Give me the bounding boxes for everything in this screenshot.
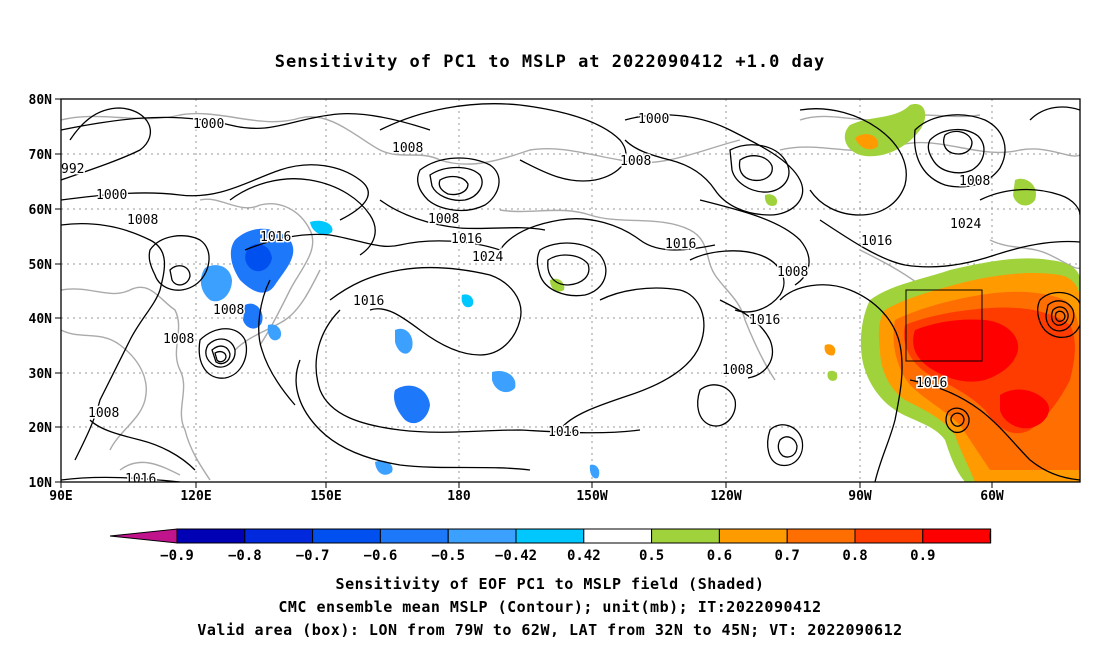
colorbar-swatch [718, 528, 788, 544]
mslp-contours [61, 103, 1080, 482]
caption-line-3: Valid area (box): LON from 79W to 62W, L… [197, 621, 903, 639]
contour-label: 1016 [749, 313, 780, 328]
positive-shading [550, 104, 1080, 482]
colorbar-label: 0.5 [639, 548, 664, 564]
contour-label: 992 [61, 162, 84, 177]
contour-label: 1008 [163, 332, 194, 347]
contour-label: 1016 [451, 232, 482, 247]
contour-label: 1008 [127, 213, 158, 228]
colorbar-swatch [515, 528, 585, 544]
lat-label: 60N [29, 203, 53, 218]
contour-label: 1008 [88, 406, 119, 421]
contour-label: 1016 [665, 237, 696, 252]
contour-label: 1016 [353, 294, 384, 309]
lat-label: 80N [29, 93, 53, 108]
colorbar-label: 0.6 [707, 548, 732, 564]
colorbar-swatch [922, 528, 992, 544]
lon-label: 120E [180, 489, 211, 504]
colorbar-label: 0.7 [775, 548, 800, 564]
contour-label: 1024 [472, 250, 503, 265]
colorbar-label: −0.5 [431, 548, 465, 564]
lon-label: 150E [310, 489, 341, 504]
lon-label: 60W [980, 489, 1004, 504]
colorbar-label: 0.42 [567, 548, 601, 564]
lat-label: 50N [29, 258, 53, 273]
contour-label: 1008 [620, 154, 651, 169]
lon-label: 90E [49, 489, 72, 504]
lat-label: 10N [29, 476, 53, 491]
contour-label: 1024 [950, 217, 981, 232]
colorbar-label: −0.9 [160, 548, 194, 564]
lon-label: 180 [447, 489, 471, 504]
coastlines [61, 112, 1080, 481]
colorbar-high-triangle [989, 528, 992, 544]
contour-label: 1016 [548, 425, 579, 440]
contour-label: 1016 [916, 376, 947, 391]
lon-label: 120W [710, 489, 741, 504]
contour-label: 1016 [861, 234, 892, 249]
caption-line-1: Sensitivity of EOF PC1 to MSLP field (Sh… [335, 575, 765, 593]
contour-label: 1008 [428, 212, 459, 227]
contour-label: 1008 [213, 303, 244, 318]
colorbar-swatch [244, 528, 314, 544]
colorbar-swatch [312, 528, 381, 544]
colorbar-swatch [786, 528, 856, 544]
contour-label: 1008 [722, 363, 753, 378]
lat-label: 20N [29, 421, 53, 436]
negative-shading [200, 220, 600, 479]
map-title: Sensitivity of PC1 to MSLP at 2022090412… [274, 52, 826, 72]
colorbar-label: −0.6 [364, 548, 398, 564]
lon-label: 90W [848, 489, 872, 504]
lat-label: 40N [29, 312, 53, 327]
colorbar: −0.9 −0.8 −0.7 −0.6 −0.5 −0.42 0.42 0.5 0.6 0.7 0.… [109, 528, 992, 564]
contour-label: 1008 [777, 265, 808, 280]
colorbar-label: −0.7 [296, 548, 330, 564]
contour-label: 1000 [96, 188, 127, 203]
contour-label: 1016 [125, 472, 156, 487]
lon-label: 150W [576, 489, 607, 504]
contour-labels: 1000 1008 992 1000 1008 1016 1008 1008 1… [61, 111, 992, 487]
colorbar-label: 0.8 [842, 548, 867, 564]
lat-label: 30N [29, 367, 53, 382]
colorbar-swatch [176, 528, 246, 544]
contour-label: 1008 [392, 141, 423, 156]
colorbar-swatch [854, 528, 924, 544]
colorbar-label: −0.8 [228, 548, 262, 564]
colorbar-swatch [583, 528, 653, 544]
colorbar-swatch [651, 528, 720, 544]
contour-label: 1000 [193, 117, 224, 132]
contour-label: 1000 [638, 112, 669, 127]
colorbar-low-triangle [109, 528, 178, 544]
contour-label: 1016 [260, 230, 291, 245]
colorbar-label: 0.9 [910, 548, 935, 564]
colorbar-label: −0.42 [495, 548, 537, 564]
lat-label: 70N [29, 148, 53, 163]
colorbar-swatch [379, 528, 449, 544]
caption-line-2: CMC ensemble mean MSLP (Contour); unit(m… [278, 598, 822, 616]
contour-label: 1008 [959, 174, 990, 189]
valid-area-box [905, 289, 983, 362]
colorbar-swatch [447, 528, 517, 544]
